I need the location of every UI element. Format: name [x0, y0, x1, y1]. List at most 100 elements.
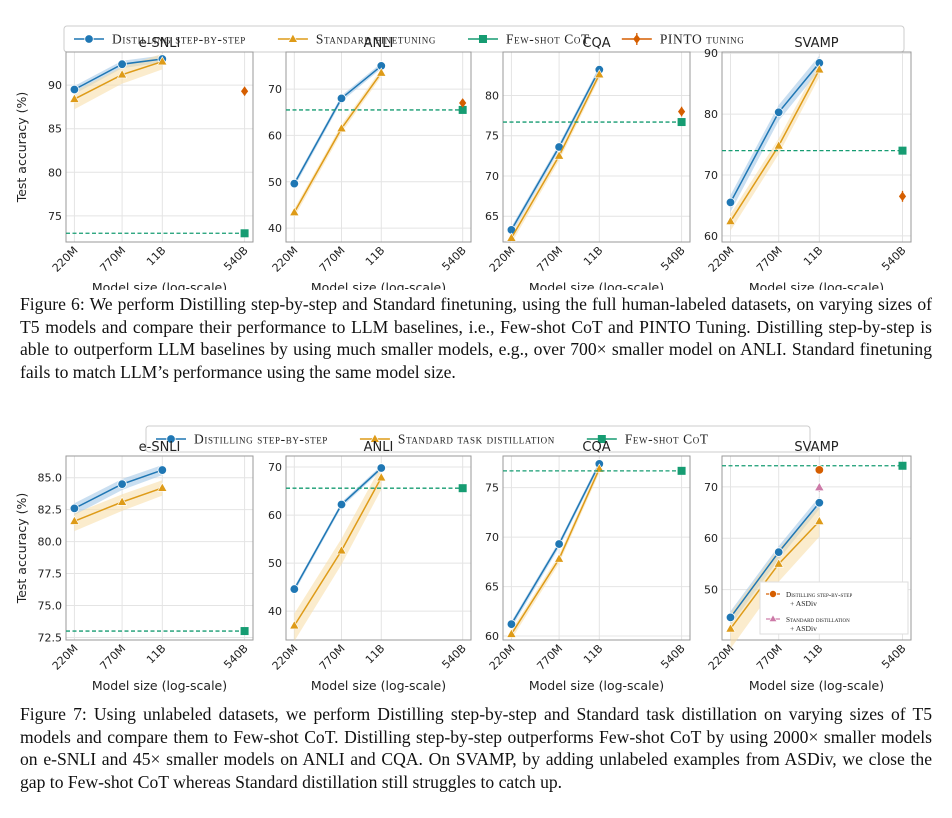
distill-confidence-band [294, 465, 382, 593]
x-tick-label: 770M [317, 642, 348, 673]
subplot-title: e-SNLI [139, 440, 181, 455]
standard-confidence-band [74, 53, 163, 110]
subplot-title: CQA [582, 440, 610, 455]
figure-6-caption-label: Figure 6: [20, 294, 85, 314]
fewshot-cot-point [458, 484, 467, 493]
x-tick-label: 540B [221, 642, 250, 671]
x-axis-label: Model size (log-scale) [749, 280, 884, 290]
legend-pinto-label: PINTO tuning [660, 32, 745, 47]
fewshot-cot-point [677, 118, 686, 127]
x-axis-label: Model size (log-scale) [311, 678, 446, 693]
standard-point [336, 122, 347, 133]
fig6-legend: Distilling step-by-step Standard finetuni… [63, 25, 905, 53]
subplot-title: e-SNLI [139, 36, 181, 51]
distill-confidence-band [294, 63, 382, 188]
legend-fewshot-marker [597, 435, 606, 443]
standard-point [157, 482, 168, 492]
x-tick-label: 770M [97, 244, 128, 275]
pinto-point [459, 98, 467, 108]
x-tick-label: 770M [754, 244, 785, 275]
standard-point [116, 496, 128, 506]
standard-point [69, 93, 80, 103]
legend-standard-marker [369, 433, 381, 443]
x-axis-label: Model size (log-scale) [311, 280, 446, 290]
y-tick-label: 77.5 [38, 568, 63, 581]
standard-point [594, 69, 605, 79]
x-tick-label: 540B [439, 642, 468, 671]
distill-point [814, 498, 825, 508]
x-tick-label: 11B [363, 642, 387, 666]
distill-point [69, 503, 80, 514]
x-tick-label: 11B [581, 244, 605, 268]
x-tick-label: 220M [270, 244, 301, 275]
plot-frame [721, 51, 912, 243]
y-tick-label: 75.0 [38, 600, 63, 613]
standard-point [773, 140, 784, 150]
standard-confidence-band [730, 62, 820, 231]
figure-6-plots: Distilling step-by-step Standard finetuni… [14, 25, 912, 290]
plot-frame [65, 51, 254, 243]
plot-frame [502, 455, 691, 641]
y-tick-label: 65 [485, 210, 499, 223]
y-tick-label: 70 [485, 531, 499, 544]
x-tick-label: 220M [706, 244, 737, 275]
y-tick-label: 82.5 [38, 504, 63, 517]
standard-point [553, 553, 565, 563]
x-tick-label: 540B [879, 244, 908, 273]
standard-confidence-band [294, 69, 382, 218]
y-axis-label: Test accuracy (%) [14, 92, 29, 204]
figure-6-caption-text: We perform Distilling step-by-step and S… [20, 294, 932, 382]
standard-point [506, 232, 517, 242]
x-tick-label: 540B [658, 244, 687, 273]
y-tick-label: 70 [704, 169, 718, 182]
pinto-point [898, 191, 907, 202]
legend-distill-marker [84, 34, 94, 44]
figure-7-caption-label: Figure 7: [20, 704, 87, 724]
standard-point [553, 150, 565, 160]
legend-standard-label: Standard finetuning [316, 32, 436, 47]
distill-confidence-band [511, 66, 600, 235]
x-tick-label: 11B [144, 642, 168, 666]
distill-line [293, 467, 382, 590]
standard-point [336, 545, 347, 555]
distill-point [725, 197, 736, 208]
standard-confidence-band [730, 505, 820, 649]
y-tick-label: 72.5 [38, 631, 63, 644]
legend-fewshot-marker [478, 35, 487, 43]
distill-point [289, 178, 300, 189]
plot-frame [285, 51, 472, 243]
fig6-subplot-anli: 40 50 60 70 ANLI 220M 770M 11B 540B Model size (l… [268, 36, 472, 290]
standard-point [157, 56, 168, 66]
y-tick-label: 85 [48, 123, 62, 136]
subplot-title: ANLI [364, 440, 394, 455]
legend-box [145, 425, 811, 453]
distill-point [774, 107, 784, 117]
standard-confidence-band [511, 464, 600, 640]
y-tick-label: 70 [485, 170, 499, 183]
distill-point [336, 93, 347, 104]
standard-point [594, 463, 605, 473]
inset-legend-label: + ASDiv [790, 599, 817, 608]
x-tick-label: 770M [754, 642, 785, 673]
x-tick-label: 540B [879, 642, 908, 671]
y-tick-label: 75 [485, 482, 499, 495]
standard-point [116, 69, 128, 79]
legend-fewshot-label: Few-shot CoT [506, 32, 590, 47]
fig7-legend: Distilling step-by-step Standard task dis… [145, 425, 811, 453]
fig6-subplot-e-snli: 75 80 85 90 e-SNLI 220M 770M 11B 540B Model size … [14, 36, 254, 290]
fig6-subplot-cqa: 65 70 75 80 CQA 220M 770M 11B 540B Model size (lo… [485, 36, 691, 290]
y-tick-label: 60 [704, 230, 718, 243]
fewshot-cot-point [898, 146, 907, 155]
fig6-subplot-svamp: 60 70 80 90 SVAMP 220M 770M 11B 540B Model size (… [704, 36, 912, 290]
y-tick-label: 80 [48, 166, 62, 179]
standard-point [725, 623, 736, 633]
y-tick-label: 60 [704, 532, 718, 545]
y-tick-label: 40 [268, 605, 282, 618]
fig7-subplot-cqa: 60 65 70 75 CQA 220M 770M 11B 540B Model size (lo… [485, 440, 691, 693]
subplot-title: SVAMP [794, 36, 838, 51]
inset-legend-label: Distilling step-by-step [786, 591, 852, 599]
distill-point [554, 539, 564, 549]
inset-legend-box [759, 581, 909, 635]
inset-legend-distill_asdiv-marker [769, 589, 778, 598]
